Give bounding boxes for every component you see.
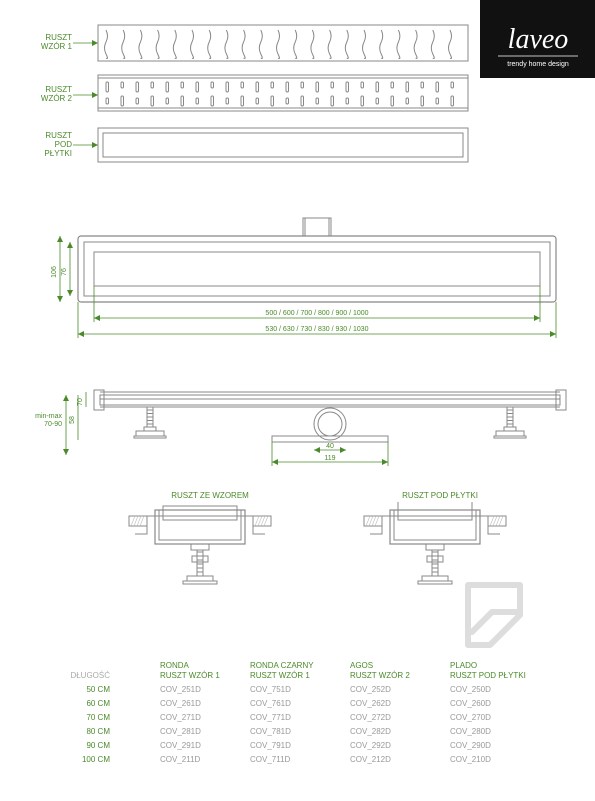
side-view: min-max 70-90 58 70 40 119 bbox=[35, 390, 566, 466]
svg-text:AGOS: AGOS bbox=[350, 661, 373, 670]
svg-text:COV_261D: COV_261D bbox=[160, 699, 201, 708]
svg-text:COV_251D: COV_251D bbox=[160, 685, 201, 694]
svg-text:COV_751D: COV_751D bbox=[250, 685, 291, 694]
grate-2: RUSZT WZÓR 2 bbox=[41, 75, 468, 111]
svg-text:RUSZT: RUSZT bbox=[45, 85, 72, 94]
svg-text:COV_761D: COV_761D bbox=[250, 699, 291, 708]
brand-tagline: trendy home design bbox=[507, 61, 569, 68]
svg-text:119: 119 bbox=[324, 455, 335, 462]
svg-text:70-90: 70-90 bbox=[44, 421, 62, 428]
svg-text:PŁYTKI: PŁYTKI bbox=[44, 149, 72, 158]
grate-3: RUSZT POD PŁYTKI bbox=[44, 128, 468, 162]
svg-text:60 CM: 60 CM bbox=[86, 699, 110, 708]
page: laveo trendy home design RUSZT WZÓR 1 RU… bbox=[0, 0, 595, 801]
svg-text:COV_210D: COV_210D bbox=[450, 755, 491, 764]
top-view: 106 76 500 / 600 / 700 / 800 / 900 / 100… bbox=[51, 218, 556, 338]
dim-widths-bottom: 530 / 630 / 730 / 830 / 930 / 1030 bbox=[265, 326, 368, 333]
svg-text:COV_291D: COV_291D bbox=[160, 741, 201, 750]
svg-text:COV_281D: COV_281D bbox=[160, 727, 201, 736]
svg-text:COV_211D: COV_211D bbox=[160, 755, 201, 764]
svg-text:COV_791D: COV_791D bbox=[250, 741, 291, 750]
svg-text:RUSZT: RUSZT bbox=[45, 33, 72, 42]
svg-text:40: 40 bbox=[326, 443, 334, 450]
svg-text:WZÓR 1: WZÓR 1 bbox=[41, 42, 73, 51]
svg-text:COV_272D: COV_272D bbox=[350, 713, 391, 722]
svg-text:50 CM: 50 CM bbox=[86, 685, 110, 694]
svg-text:70: 70 bbox=[77, 398, 84, 406]
brand-name: laveo bbox=[508, 24, 569, 55]
svg-text:COV_781D: COV_781D bbox=[250, 727, 291, 736]
svg-text:COV_292D: COV_292D bbox=[350, 741, 391, 750]
dim-outer-h: 106 bbox=[51, 266, 58, 278]
svg-text:RUSZT WZÓR 2: RUSZT WZÓR 2 bbox=[350, 671, 410, 680]
svg-text:COV_270D: COV_270D bbox=[450, 713, 491, 722]
svg-text:WZÓR 2: WZÓR 2 bbox=[41, 94, 73, 103]
svg-text:RUSZT WZÓR 1: RUSZT WZÓR 1 bbox=[250, 671, 310, 680]
svg-text:RONDA CZARNY: RONDA CZARNY bbox=[250, 661, 314, 670]
svg-text:COV_250D: COV_250D bbox=[450, 685, 491, 694]
svg-text:POD: POD bbox=[55, 140, 73, 149]
svg-text:COV_260D: COV_260D bbox=[450, 699, 491, 708]
svg-text:COV_212D: COV_212D bbox=[350, 755, 391, 764]
svg-text:min-max: min-max bbox=[35, 413, 62, 420]
svg-text:COV_280D: COV_280D bbox=[450, 727, 491, 736]
svg-text:COV_771D: COV_771D bbox=[250, 713, 291, 722]
svg-text:COV_262D: COV_262D bbox=[350, 699, 391, 708]
svg-text:90 CM: 90 CM bbox=[86, 741, 110, 750]
drawing: laveo trendy home design RUSZT WZÓR 1 RU… bbox=[0, 0, 595, 801]
dim-widths-top: 500 / 600 / 700 / 800 / 900 / 1000 bbox=[265, 310, 368, 317]
svg-text:58: 58 bbox=[69, 416, 76, 424]
svg-text:COV_271D: COV_271D bbox=[160, 713, 201, 722]
svg-text:70 CM: 70 CM bbox=[86, 713, 110, 722]
svg-text:COV_711D: COV_711D bbox=[250, 755, 291, 764]
svg-text:80 CM: 80 CM bbox=[86, 727, 110, 736]
svg-text:DŁUGOŚĆ: DŁUGOŚĆ bbox=[70, 671, 110, 680]
svg-text:RUSZT WZÓR 1: RUSZT WZÓR 1 bbox=[160, 671, 220, 680]
svg-text:COV_252D: COV_252D bbox=[350, 685, 391, 694]
svg-text:100 CM: 100 CM bbox=[82, 755, 110, 764]
grate-1: RUSZT WZÓR 1 bbox=[41, 25, 468, 61]
svg-text:COV_282D: COV_282D bbox=[350, 727, 391, 736]
section-label-r: RUSZT POD PŁYTKI bbox=[402, 491, 478, 500]
svg-text:RUSZT: RUSZT bbox=[45, 131, 72, 140]
svg-text:PLADO: PLADO bbox=[450, 661, 477, 670]
dim-inner-h: 76 bbox=[61, 268, 68, 276]
svg-text:RUSZT POD PŁYTKI: RUSZT POD PŁYTKI bbox=[450, 671, 526, 680]
brand-box: laveo trendy home design bbox=[480, 0, 595, 78]
svg-text:RONDA: RONDA bbox=[160, 661, 190, 670]
svg-text:COV_290D: COV_290D bbox=[450, 741, 491, 750]
section-label-l: RUSZT ZE WZOREM bbox=[171, 491, 249, 500]
watermark bbox=[468, 585, 520, 645]
product-table: DŁUGOŚĆRONDARUSZT WZÓR 1RONDA CZARNYRUSZ… bbox=[70, 661, 525, 764]
